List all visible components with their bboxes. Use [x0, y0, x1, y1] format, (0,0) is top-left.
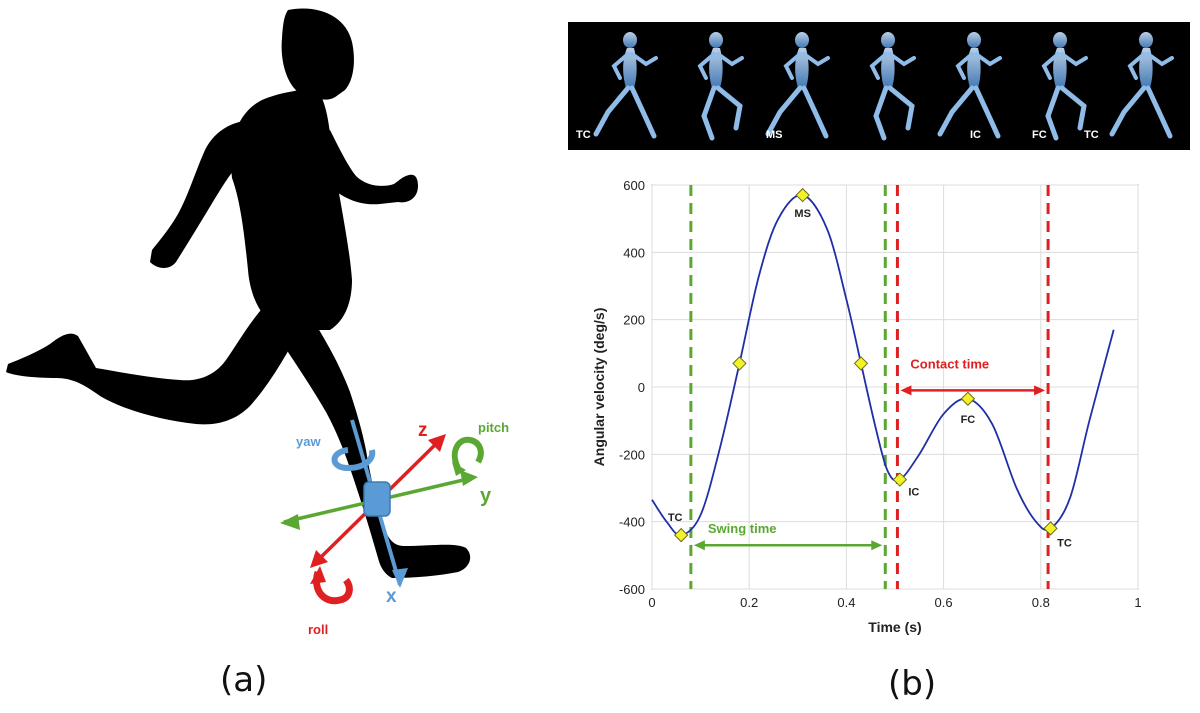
- runner-figure: [1041, 32, 1088, 141]
- y-axis-arrowhead: [460, 470, 478, 486]
- marker-label: TC: [668, 512, 683, 524]
- phase-label-tc-end: TC: [1084, 129, 1099, 141]
- roll-rotation-icon: [313, 570, 353, 605]
- interval-arrowhead-left: [693, 540, 705, 551]
- event-marker: [795, 187, 810, 203]
- x-tick-label: 1: [1134, 595, 1141, 610]
- caption-a: (a): [220, 660, 268, 700]
- panel-a: yaw z pitch y x roll (a): [0, 0, 560, 708]
- z-label: z: [418, 420, 428, 441]
- runner-head: [281, 8, 354, 100]
- y-tick-labels: -600 -400 -200 0 200 400 600: [619, 178, 645, 597]
- x-tick-label: 0.2: [740, 595, 758, 610]
- runner-figure: [765, 32, 830, 139]
- runner-front-arm: [306, 130, 418, 205]
- roll-label: roll: [308, 622, 328, 637]
- y-neg-arrowhead: [280, 514, 300, 530]
- interval-arrowhead-right: [871, 540, 883, 551]
- phase-label-tc-start: TC: [576, 129, 591, 141]
- swing-time-label: Swing time: [708, 521, 777, 536]
- runner-back-leg: [6, 300, 292, 425]
- y-axis-title: Angular velocity (deg/s): [591, 308, 607, 467]
- event-marker: [853, 356, 869, 371]
- x-tick-label: 0.8: [1032, 595, 1050, 610]
- phase-strip: TC MS IC FC TC: [568, 22, 1190, 150]
- interval-arrowhead-left: [900, 385, 912, 396]
- phase-label-ic: IC: [970, 129, 981, 141]
- sensor-axes: yaw z pitch y x roll: [280, 419, 509, 637]
- phase-label-fc: FC: [1032, 129, 1047, 141]
- event-markers: TC MS IC FC TC: [668, 187, 1072, 549]
- marker-label: MS: [794, 208, 811, 220]
- event-marker: [732, 356, 747, 371]
- x-tick-labels: 0 0.2 0.4 0.6 0.8 1: [648, 595, 1141, 610]
- runner-torso: [231, 90, 352, 330]
- imu-sensor: [363, 481, 391, 517]
- x-axis-title: Time (s): [868, 619, 921, 635]
- y-label: y: [480, 485, 492, 507]
- marker-label: FC: [961, 414, 976, 426]
- runner-strip: [593, 32, 1174, 141]
- roll-axis-arrowhead: [310, 550, 328, 568]
- marker-label: TC: [1057, 537, 1072, 549]
- y-tick-label: 0: [638, 380, 645, 395]
- phase-label-ms: MS: [766, 129, 783, 141]
- runner-figure: [1109, 32, 1174, 139]
- yaw-rotation-icon: [331, 447, 376, 472]
- x-tick-label: 0.6: [935, 595, 953, 610]
- interval-arrows: Swing time Contact time: [693, 356, 1046, 551]
- pitch-label: pitch: [478, 420, 509, 435]
- caption-b: (b): [888, 664, 937, 704]
- event-lines: [689, 185, 1050, 589]
- y-tick-label: 600: [623, 178, 645, 193]
- x-tick-label: 0.4: [837, 595, 855, 610]
- contact-time-label: Contact time: [910, 356, 989, 371]
- z-axis-arrowhead: [428, 434, 446, 452]
- yaw-label: yaw: [296, 434, 321, 449]
- event-marker: [1043, 521, 1058, 536]
- y-tick-label: 400: [623, 245, 645, 260]
- y-tick-label: -600: [619, 582, 645, 597]
- runner-illustration: yaw z pitch y x roll: [6, 8, 509, 637]
- marker-label: IC: [908, 487, 919, 499]
- event-marker: [960, 391, 976, 406]
- x-tick-label: 0: [648, 595, 655, 610]
- runner-figure: [937, 32, 1002, 139]
- pitch-rotation-icon: [451, 436, 484, 470]
- y-tick-label: -200: [619, 447, 645, 462]
- runner-silhouette: [6, 8, 471, 578]
- runner-back-arm: [150, 120, 250, 268]
- event-marker: [673, 527, 689, 543]
- x-label: x: [386, 586, 397, 607]
- interval-arrowhead-right: [1034, 385, 1046, 396]
- y-tick-label: 200: [623, 313, 645, 328]
- runner-figure: [869, 32, 916, 141]
- y-tick-label: -400: [619, 515, 645, 530]
- event-marker: [892, 472, 908, 487]
- runner-figure: [593, 32, 658, 139]
- x-axis-arrowhead: [392, 568, 408, 588]
- angular-velocity-curve: [651, 194, 1115, 537]
- runner-figure: [697, 32, 744, 141]
- angular-velocity-chart: -600 -400 -200 0 200 400 600 0 0.2 0.4 0.6 0.8 1 Sw…: [591, 178, 1142, 635]
- runner-front-leg: [280, 300, 471, 578]
- grid: [651, 184, 1139, 590]
